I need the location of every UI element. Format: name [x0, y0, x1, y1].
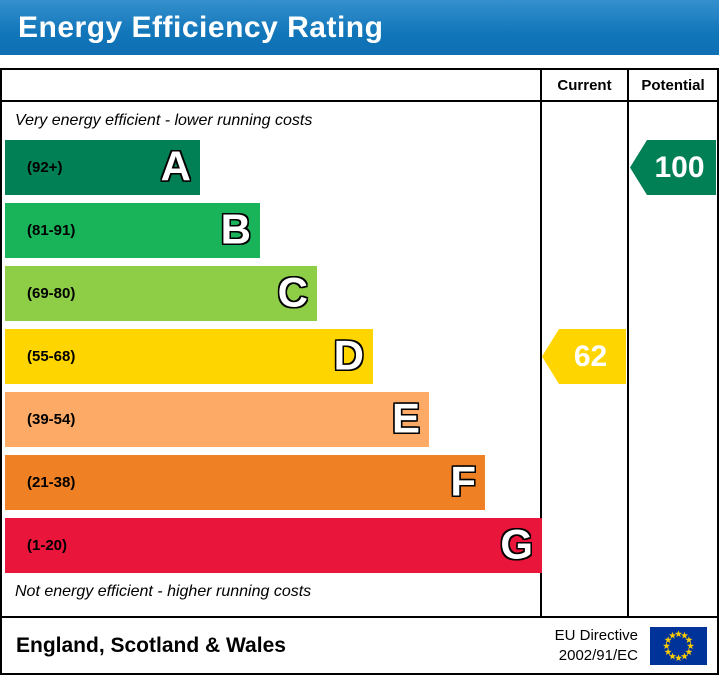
band-row-b: (81-91) B [5, 203, 260, 258]
footer-bar: England, Scotland & Wales EU Directive 2… [0, 618, 719, 675]
current-rating-value: 62 [573, 339, 608, 373]
band-range-label: (55-68) [27, 348, 76, 365]
band-range-label: (81-91) [27, 222, 76, 239]
band-row-a: (92+) A [5, 140, 200, 195]
footer-region-label: England, Scotland & Wales [16, 633, 286, 657]
band-letter: E [391, 394, 420, 442]
band-range-label: (92+) [27, 159, 63, 176]
band-row-e: (39-54) E [5, 392, 429, 447]
band-letter: C [277, 268, 308, 316]
band-row-f: (21-38) F [5, 455, 485, 510]
potential-column-header: Potential [641, 77, 705, 94]
band-range-label: (69-80) [27, 285, 76, 302]
band-range-label: (1-20) [27, 537, 68, 554]
rating-chart: Current Potential Very energy efficient … [0, 68, 719, 618]
current-column-divider [540, 70, 542, 616]
potential-column-divider [627, 70, 629, 616]
bottom-caption: Not energy efficient - higher running co… [15, 583, 312, 600]
band-row-c: (69-80) C [5, 266, 317, 321]
potential-rating-value: 100 [654, 150, 705, 184]
band-letter: F [450, 457, 476, 505]
band-letter: D [333, 331, 364, 379]
current-rating-arrow: 62 [542, 329, 626, 384]
top-caption: Very energy efficient - lower running co… [15, 112, 313, 129]
band-row-g: (1-20) G [5, 518, 542, 573]
page-title: Energy Efficiency Rating [18, 10, 384, 44]
band-row-d: (55-68) D [5, 329, 373, 384]
band-letter: B [220, 205, 251, 253]
title-bar: Energy Efficiency Rating [0, 0, 719, 55]
band-letter: A [160, 142, 191, 190]
eu-directive-label: EU Directive 2002/91/EC [554, 627, 638, 664]
chart-header-row: Current Potential [2, 70, 717, 102]
band-range-label: (21-38) [27, 474, 76, 491]
band-range-label: (39-54) [27, 411, 76, 428]
band-letter: G [500, 520, 533, 568]
eu-flag-icon [650, 626, 707, 665]
potential-rating-arrow: 100 [630, 140, 716, 195]
current-column-header: Current [557, 77, 612, 94]
